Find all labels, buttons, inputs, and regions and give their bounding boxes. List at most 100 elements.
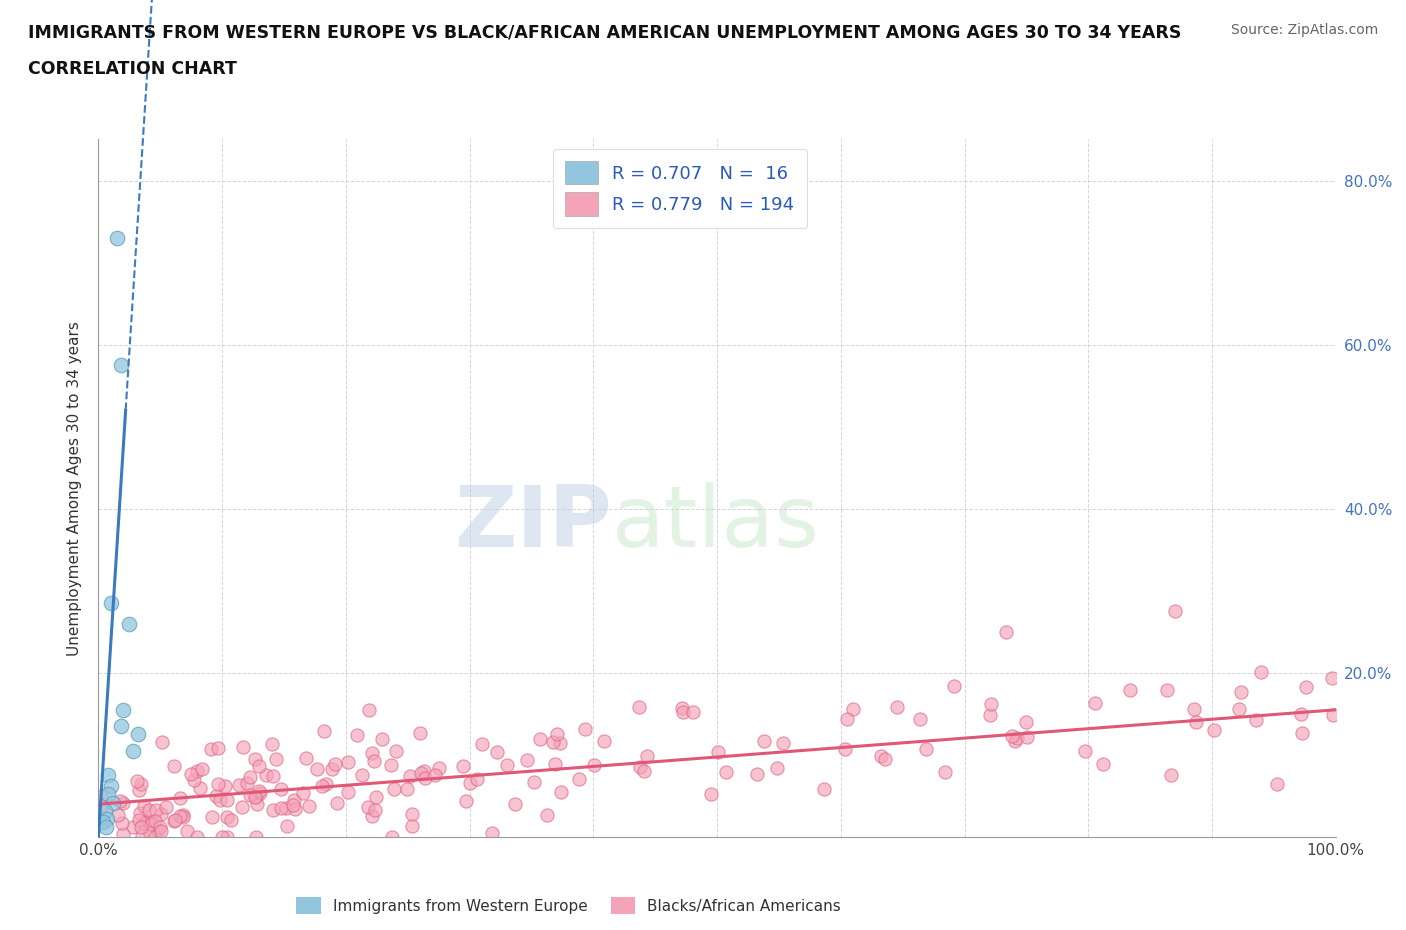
Point: [1017, 729, 1039, 744]
Point: [183, 773, 205, 788]
Point: [886, 699, 908, 714]
Point: [380, 830, 402, 844]
Point: [357, 800, 380, 815]
Point: [1204, 723, 1226, 737]
Point: [108, 793, 131, 808]
Point: [169, 808, 191, 823]
Point: [548, 736, 571, 751]
Point: [180, 766, 202, 781]
Point: [481, 826, 503, 841]
Point: [125, 774, 148, 789]
Point: [409, 725, 432, 740]
Point: [112, 702, 135, 717]
Point: [239, 788, 262, 803]
Point: [336, 784, 359, 799]
Point: [281, 798, 304, 813]
Point: [245, 790, 267, 804]
Point: [399, 768, 422, 783]
Point: [1084, 696, 1107, 711]
Point: [592, 733, 614, 748]
Point: [1322, 671, 1344, 685]
Point: [745, 766, 768, 781]
Point: [636, 749, 658, 764]
Point: [707, 745, 730, 760]
Point: [90, 789, 112, 804]
Point: [260, 737, 283, 751]
Point: [451, 759, 474, 774]
Point: [276, 819, 298, 834]
Point: [207, 740, 229, 755]
Point: [337, 754, 360, 769]
Point: [311, 778, 333, 793]
Point: [217, 793, 239, 808]
Point: [283, 792, 305, 807]
Point: [1119, 683, 1142, 698]
Point: [357, 702, 380, 717]
Point: [231, 800, 253, 815]
Point: [129, 805, 152, 820]
Point: [217, 809, 239, 824]
Point: [239, 769, 262, 784]
Point: [118, 617, 141, 631]
Point: [139, 817, 162, 831]
Point: [979, 708, 1001, 723]
Point: [163, 814, 186, 829]
Point: [219, 813, 242, 828]
Point: [1014, 714, 1036, 729]
Point: [1322, 708, 1344, 723]
Point: [127, 727, 149, 742]
Point: [465, 772, 488, 787]
Point: [249, 785, 271, 800]
Point: [93, 804, 115, 818]
Point: [395, 782, 418, 797]
Point: [842, 701, 865, 716]
Point: [111, 816, 134, 830]
Point: [150, 824, 173, 839]
Point: [93, 815, 115, 830]
Point: [380, 758, 402, 773]
Point: [254, 767, 277, 782]
Point: [754, 734, 776, 749]
Point: [869, 749, 891, 764]
Point: [1230, 684, 1253, 699]
Point: [270, 800, 292, 815]
Point: [129, 819, 152, 834]
Point: [243, 751, 266, 766]
Point: [1250, 664, 1272, 679]
Text: CORRELATION CHART: CORRELATION CHART: [28, 60, 238, 78]
Point: [672, 705, 695, 720]
Point: [934, 765, 956, 780]
Point: [568, 772, 591, 787]
Point: [136, 814, 159, 829]
Point: [346, 727, 368, 742]
Point: [980, 697, 1002, 711]
Point: [772, 736, 794, 751]
Point: [471, 737, 494, 751]
Point: [264, 752, 287, 767]
Point: [360, 746, 382, 761]
Point: [112, 827, 135, 842]
Text: IMMIGRANTS FROM WESTERN EUROPE VS BLACK/AFRICAN AMERICAN UNEMPLOYMENT AMONG AGES: IMMIGRANTS FROM WESTERN EUROPE VS BLACK/…: [28, 23, 1181, 41]
Point: [413, 771, 436, 786]
Point: [835, 711, 858, 726]
Point: [307, 762, 329, 777]
Point: [1265, 777, 1288, 791]
Point: [682, 705, 704, 720]
Point: [766, 761, 789, 776]
Point: [401, 818, 423, 833]
Point: [214, 778, 236, 793]
Point: [541, 735, 564, 750]
Point: [284, 802, 307, 817]
Point: [371, 731, 394, 746]
Point: [1295, 680, 1317, 695]
Point: [122, 743, 145, 758]
Point: [112, 795, 135, 810]
Point: [97, 787, 120, 802]
Point: [207, 777, 229, 791]
Point: [423, 768, 446, 783]
Point: [1160, 768, 1182, 783]
Point: [186, 764, 208, 778]
Point: [150, 735, 173, 750]
Point: [550, 785, 572, 800]
Point: [103, 795, 125, 810]
